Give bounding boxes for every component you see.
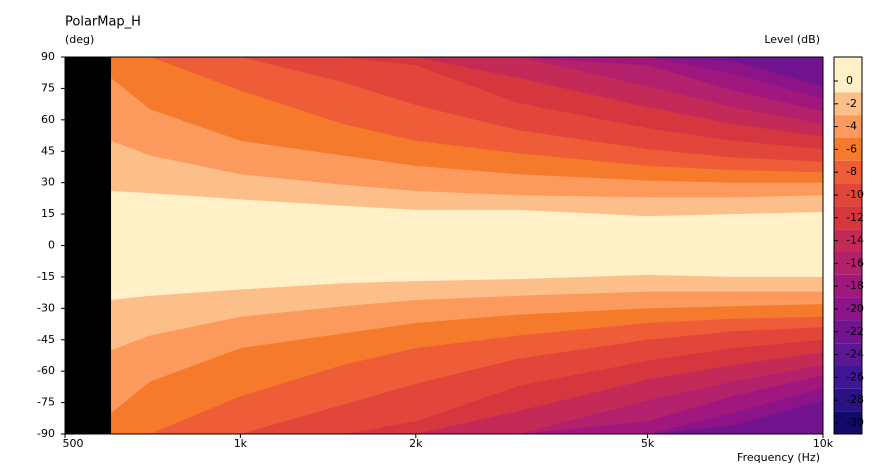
y-tick-label: -75: [37, 396, 55, 409]
colorbar-frame: [833, 56, 863, 435]
y-tick-label: 30: [41, 176, 55, 189]
x-tick-label: 10k: [813, 437, 834, 450]
chart-title: PolarMap_H: [65, 15, 141, 30]
contour-band: [111, 191, 823, 300]
y-tick-label: 15: [41, 207, 55, 220]
colorbar-tick-label: -28: [846, 393, 864, 406]
colorbar-cell: [834, 252, 862, 275]
y-tick-label: 60: [41, 113, 55, 126]
colorbar-cell: [834, 92, 862, 116]
colorbar-cell: [834, 343, 862, 366]
x-tick-label: 5k: [641, 437, 655, 450]
colorbar-tick-label: -24: [846, 348, 864, 361]
no-data-region: [65, 57, 112, 434]
colorbar-cell: [834, 411, 862, 434]
colorbar-cell: [834, 160, 862, 184]
colorbar-tick-label: -4: [846, 120, 857, 133]
colorbar-cell: [834, 366, 862, 389]
y-tick-label: -15: [37, 270, 55, 283]
y-tick-label: 90: [41, 50, 55, 63]
colorbar-tick-label: -30: [846, 416, 864, 429]
y-tick-label: -60: [37, 364, 55, 377]
colorbar-tick-label: -2: [846, 97, 857, 110]
x-tick-label: 1k: [234, 437, 248, 450]
colorbar-tick-label: -18: [846, 279, 864, 292]
y-tick-label: 75: [41, 81, 55, 94]
y-tick-label: -90: [37, 427, 55, 440]
colorbar-cell: [834, 138, 862, 161]
y-tick-label: -45: [37, 333, 55, 346]
colorbar-cell: [834, 57, 862, 93]
colorbar-cell: [834, 206, 862, 230]
colorbar-cell: [834, 229, 862, 252]
colorbar-tick-label: -20: [846, 302, 864, 315]
colorbar-tick-label: -14: [846, 234, 864, 247]
x-tick-label: 500: [63, 437, 84, 450]
y-tick-label: 45: [41, 144, 55, 157]
colorbar-cell: [834, 320, 862, 344]
colorbar-tick-label: -8: [846, 165, 857, 178]
colorbar-tick-label: -26: [846, 370, 864, 383]
y-tick-label: -30: [37, 301, 55, 314]
colorbar-tick-label: -22: [846, 325, 864, 338]
y-tick-label: 0: [48, 239, 55, 252]
colorbar-cell: [834, 115, 862, 138]
colorbar-cell: [834, 183, 862, 207]
colorbar-cell: [834, 274, 862, 298]
y-axis-label: (deg): [65, 33, 94, 46]
x-tick-label: 2k: [409, 437, 423, 450]
colorbar-cell: [834, 297, 862, 321]
colorbar-tick-label: -12: [846, 211, 864, 224]
x-axis-label: Frequency (Hz): [737, 451, 820, 464]
colorbar-tick-label: 0: [846, 74, 853, 87]
colorbar-label: Level (dB): [764, 33, 820, 46]
colorbar-cell: [834, 388, 862, 412]
colorbar-tick-label: -16: [846, 256, 864, 269]
colorbar-tick-label: -6: [846, 142, 857, 155]
colorbar-tick-label: -10: [846, 188, 864, 201]
